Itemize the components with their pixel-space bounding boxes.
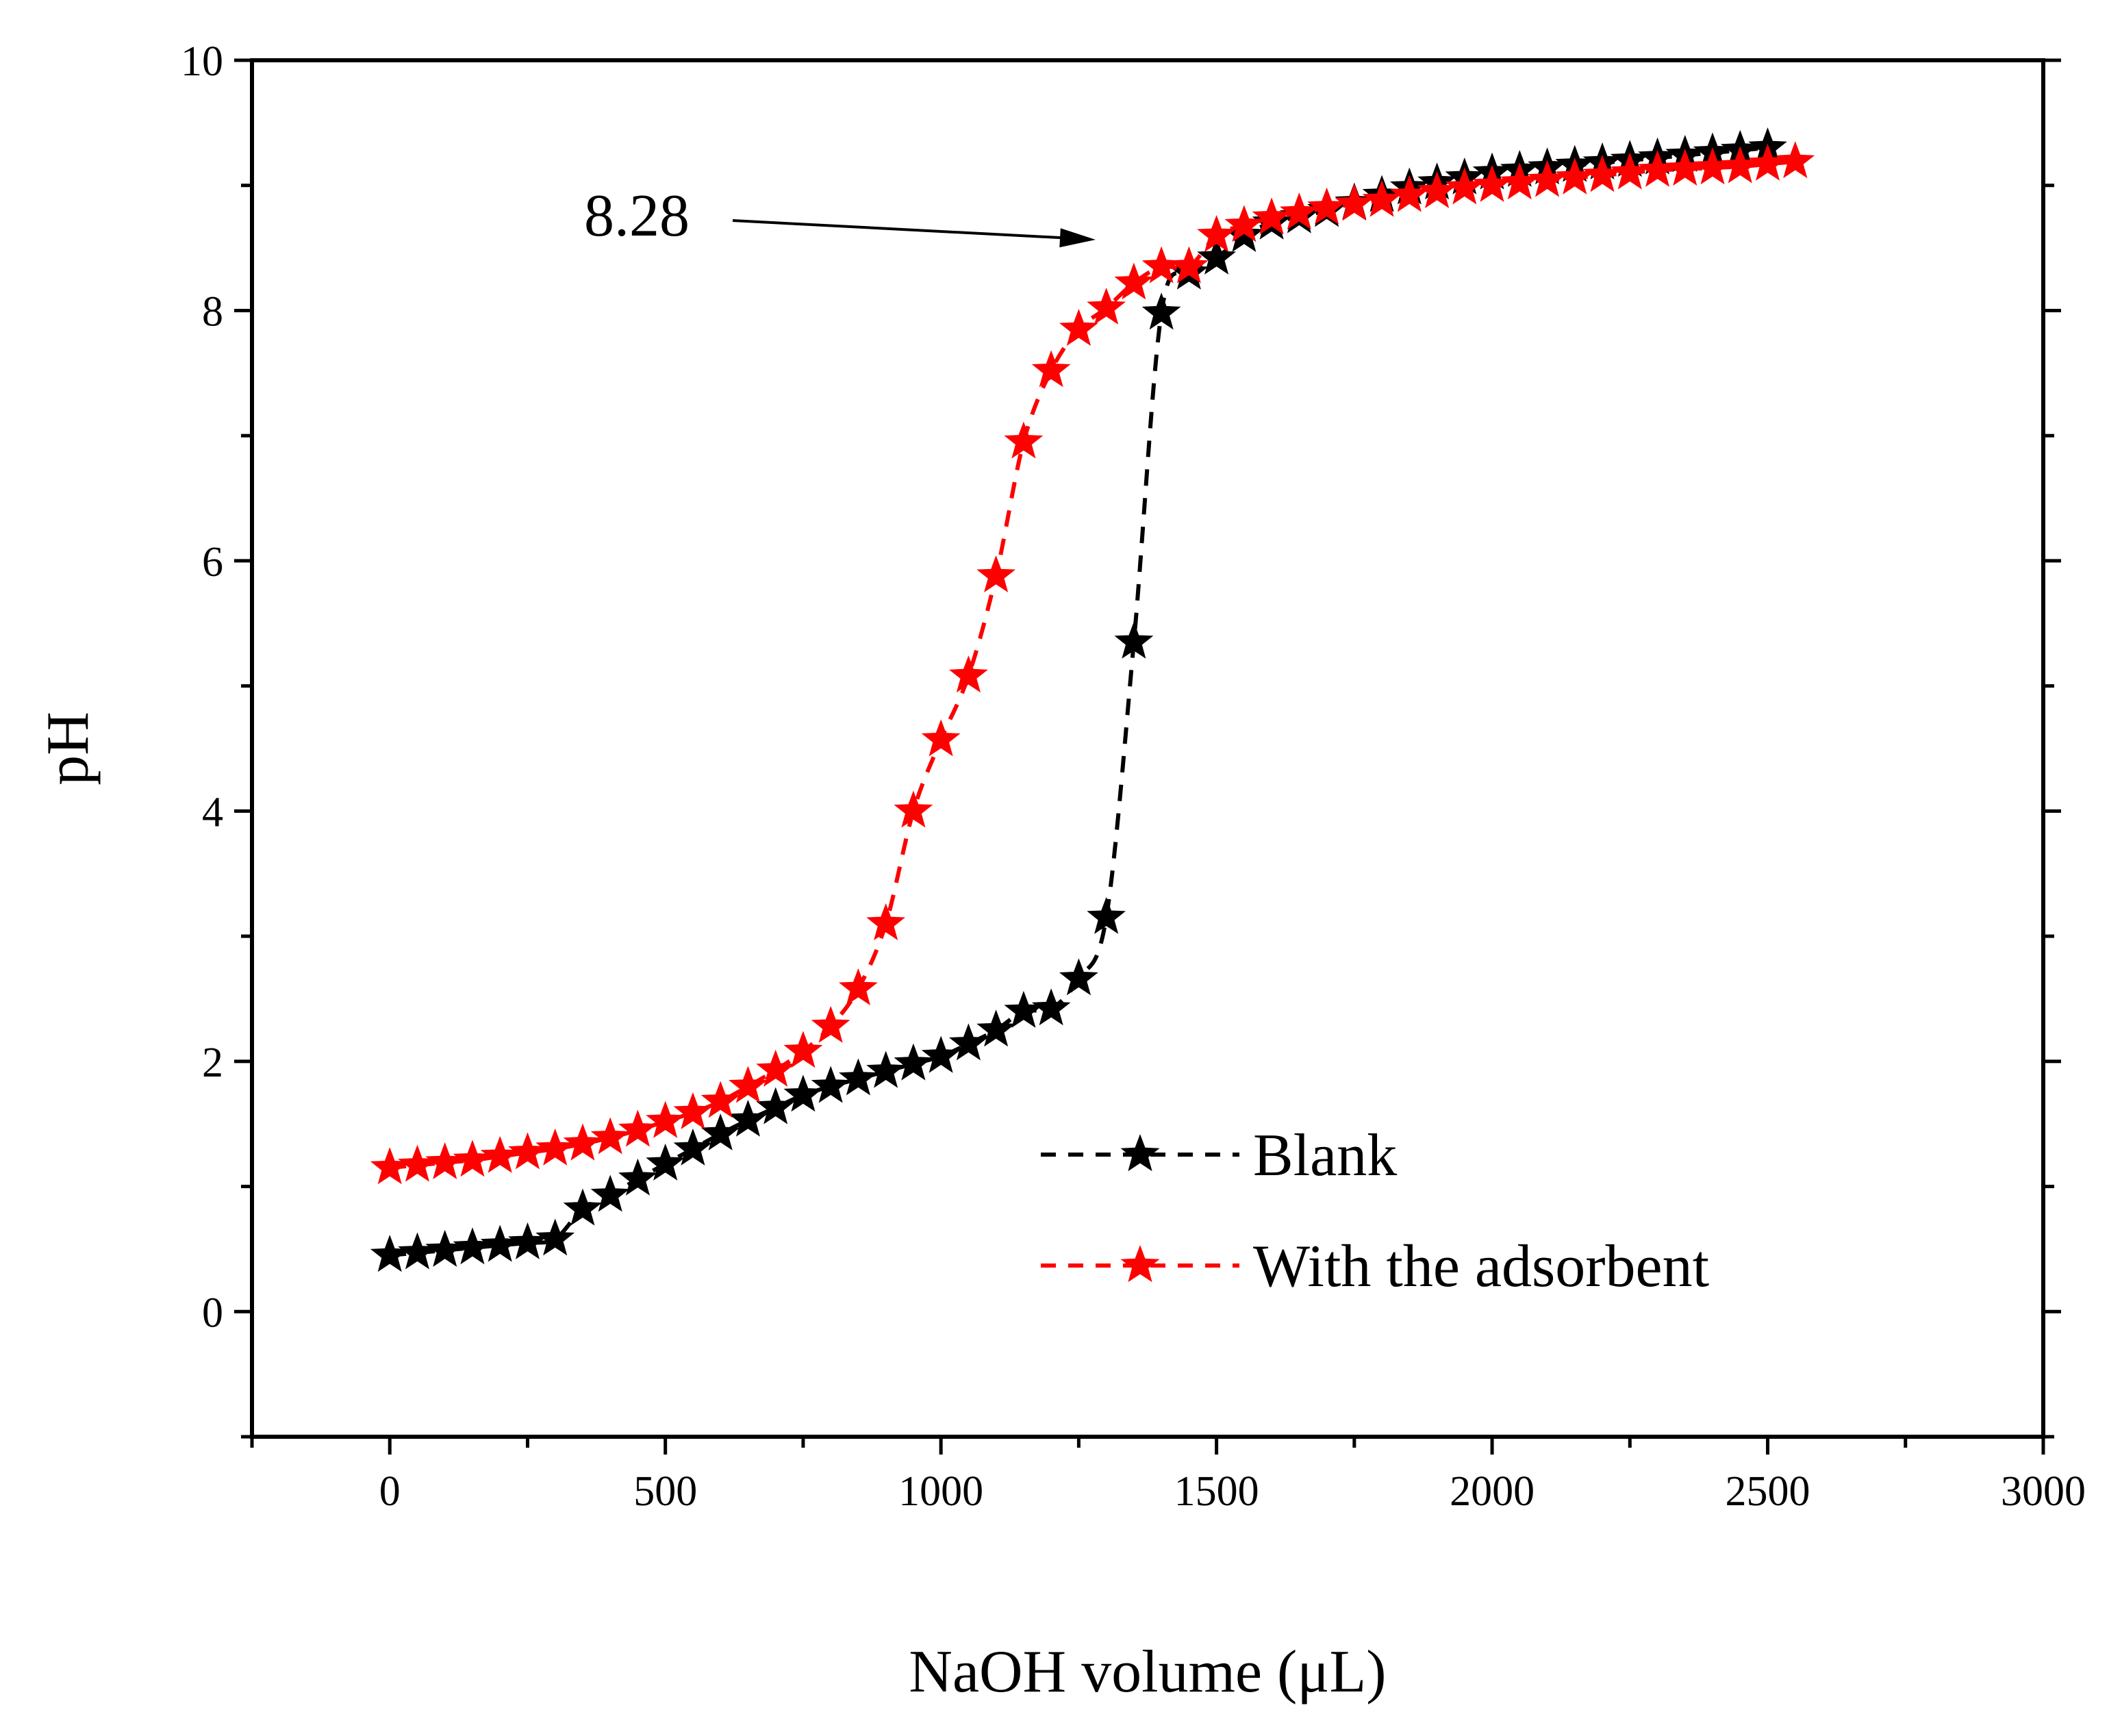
series-1-point: [1335, 184, 1374, 221]
x-axis-title: NaOH volume (μL): [909, 1639, 1386, 1705]
series-1-point: [563, 1123, 603, 1161]
legend-item-with-adsorbent: With the adsorbent: [1041, 1233, 1709, 1300]
x-tick-label: 2000: [1450, 1468, 1535, 1515]
series-1-point: [783, 1031, 823, 1068]
series-1-point: [921, 719, 961, 757]
series-1-point: [1776, 141, 1815, 179]
series-0-point: [535, 1218, 575, 1256]
series-0-point: [1114, 621, 1154, 659]
y-tick-label: 10: [181, 38, 223, 85]
x-tick-label: 2500: [1726, 1468, 1810, 1515]
series-1-point: [838, 968, 878, 1006]
series-1-point: [866, 903, 906, 941]
series-1-point: [1417, 171, 1457, 209]
series-0-point: [673, 1128, 713, 1166]
legend-label-adsorbent: With the adsorbent: [1253, 1233, 1709, 1300]
series-1-point: [618, 1109, 657, 1147]
series-1-point: [1279, 192, 1319, 230]
series-0-point: [508, 1222, 547, 1259]
series-0-point: [1031, 988, 1071, 1026]
legend-swatch-star-blank: [1120, 1134, 1160, 1172]
y-tick-label: 6: [202, 539, 223, 586]
series-0-point: [1141, 292, 1181, 330]
series-1-point: [1059, 309, 1098, 347]
series-1-point: [480, 1135, 520, 1173]
series-1-point: [948, 655, 988, 693]
series-0-point: [811, 1066, 850, 1103]
series-1-point: [700, 1081, 740, 1118]
series-0-point: [866, 1051, 906, 1088]
series-0-point: [756, 1087, 796, 1124]
series-1-point: [1004, 421, 1044, 459]
annotation-label: 8.28: [584, 183, 690, 249]
series-0-point: [783, 1074, 823, 1112]
series-0-point: [618, 1158, 657, 1196]
legend-label-blank: Blank: [1253, 1122, 1397, 1189]
series-1-point: [1197, 214, 1237, 253]
y-tick-label: 2: [202, 1040, 223, 1086]
series-layer: [370, 127, 1815, 1272]
series-0-point: [1087, 896, 1126, 934]
series-0-point: [590, 1174, 630, 1212]
series-1-point: [590, 1117, 630, 1155]
legend: Blank With the adsorbent: [1041, 1122, 1709, 1300]
series-0-point: [894, 1043, 933, 1081]
series-1-point: [1362, 179, 1402, 217]
y-tick-label: 0: [202, 1290, 223, 1336]
series-1-point: [729, 1066, 768, 1103]
legend-item-blank: Blank: [1041, 1122, 1397, 1189]
series-1-point: [1114, 262, 1154, 300]
x-tick-label: 500: [633, 1468, 697, 1515]
annotation: 8.28: [584, 183, 1096, 249]
series-1-point: [1031, 350, 1071, 388]
x-tick-label: 3000: [2001, 1468, 2086, 1515]
series-1-point: [535, 1128, 575, 1166]
series-0-point: [563, 1188, 603, 1226]
series-0-point: [948, 1023, 988, 1061]
plot-frame: [250, 58, 2045, 1439]
series-1-point: [1389, 175, 1429, 212]
x-tick-label: 1000: [898, 1468, 983, 1515]
series-0-point: [976, 1009, 1016, 1047]
series-1-point: [1169, 246, 1209, 284]
series-0-point: [646, 1143, 685, 1181]
series-1-point: [646, 1100, 685, 1138]
x-tick-label: 1500: [1174, 1468, 1259, 1515]
annotation-arrow-line: [732, 219, 1073, 240]
series-0-point: [700, 1113, 740, 1150]
series-1-point: [756, 1049, 796, 1087]
series-0-point: [921, 1035, 961, 1073]
series-1-point: [1224, 205, 1264, 242]
series-1-point: [1252, 197, 1291, 235]
ticks-layer: 0 500 1000 1500 2000 2500 3000 0 2 4 6 8 10: [181, 38, 2086, 1515]
series-0-point: [729, 1099, 768, 1137]
series-1-point: [673, 1092, 713, 1129]
series-1-point: [508, 1132, 547, 1170]
series-0-point: [838, 1058, 878, 1096]
legend-swatch-star-adsorbent: [1120, 1245, 1160, 1283]
y-tick-label: 4: [202, 789, 223, 835]
annotation-arrow-head: [1059, 228, 1096, 248]
series-1-point: [811, 1005, 850, 1043]
series-0-point: [1059, 958, 1098, 996]
series-1-point: [453, 1140, 492, 1177]
x-tick-label: 0: [379, 1468, 401, 1515]
series-1-point: [1087, 287, 1126, 325]
y-tick-label: 8: [202, 288, 223, 335]
series-1-point: [894, 790, 933, 828]
series-1-point: [1307, 187, 1347, 225]
y-axis-title: pH: [35, 712, 101, 785]
series-1-point: [976, 555, 1016, 593]
series-0-point: [1197, 237, 1237, 275]
